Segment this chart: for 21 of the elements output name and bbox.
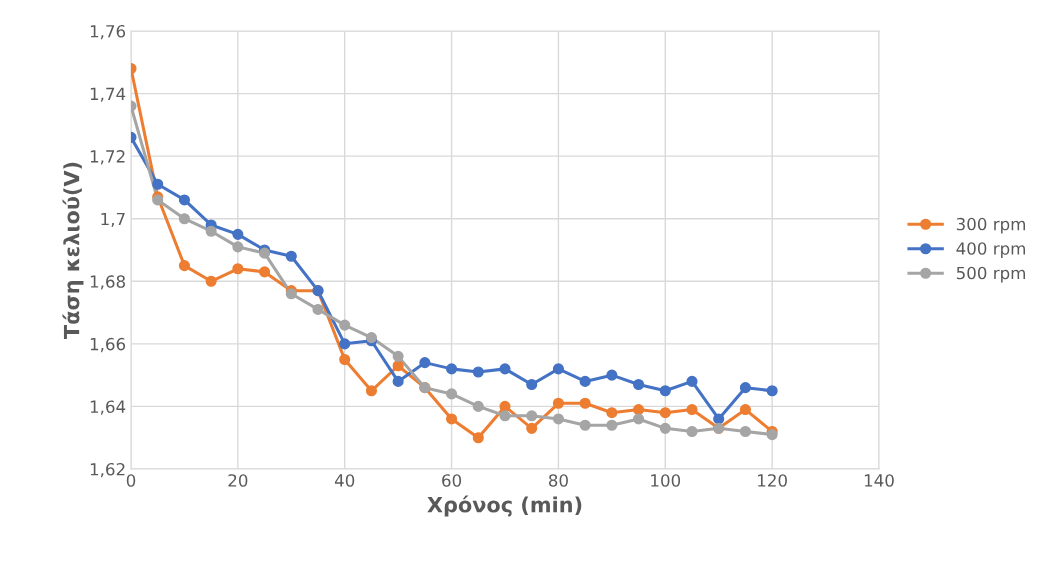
y-tick-label: 1,74 [90,87,126,102]
y-axis-title: Τάση κελιού(V) [62,162,84,339]
x-tick-label: 60 [442,474,462,487]
x-tick-label: 20 [228,474,248,487]
x-tick-label: 120 [758,474,787,487]
x-axis-title: Χρόνος (min) [427,495,582,517]
y-tick-label: 1,66 [90,337,126,353]
y-tick-label: 1,68 [90,275,125,290]
y-tick-label: 1,64 [90,400,126,415]
x-tick-label: 140 [864,474,894,487]
x-tick-label: 80 [548,474,568,487]
legend-label: 500 rpm [956,266,1025,283]
legend-label: 400 rpm [956,242,1025,259]
y-tick-label: 1,7 [101,212,125,227]
x-tick-label: 40 [334,474,355,487]
x-tick-label: 100 [651,474,681,487]
y-tick-label: 1,76 [90,24,126,40]
x-tick-label: 0 [126,474,136,487]
y-tick-label: 1,62 [90,462,125,478]
y-tick-label: 1,72 [90,150,125,165]
legend-label: 300 rpm [956,217,1025,234]
